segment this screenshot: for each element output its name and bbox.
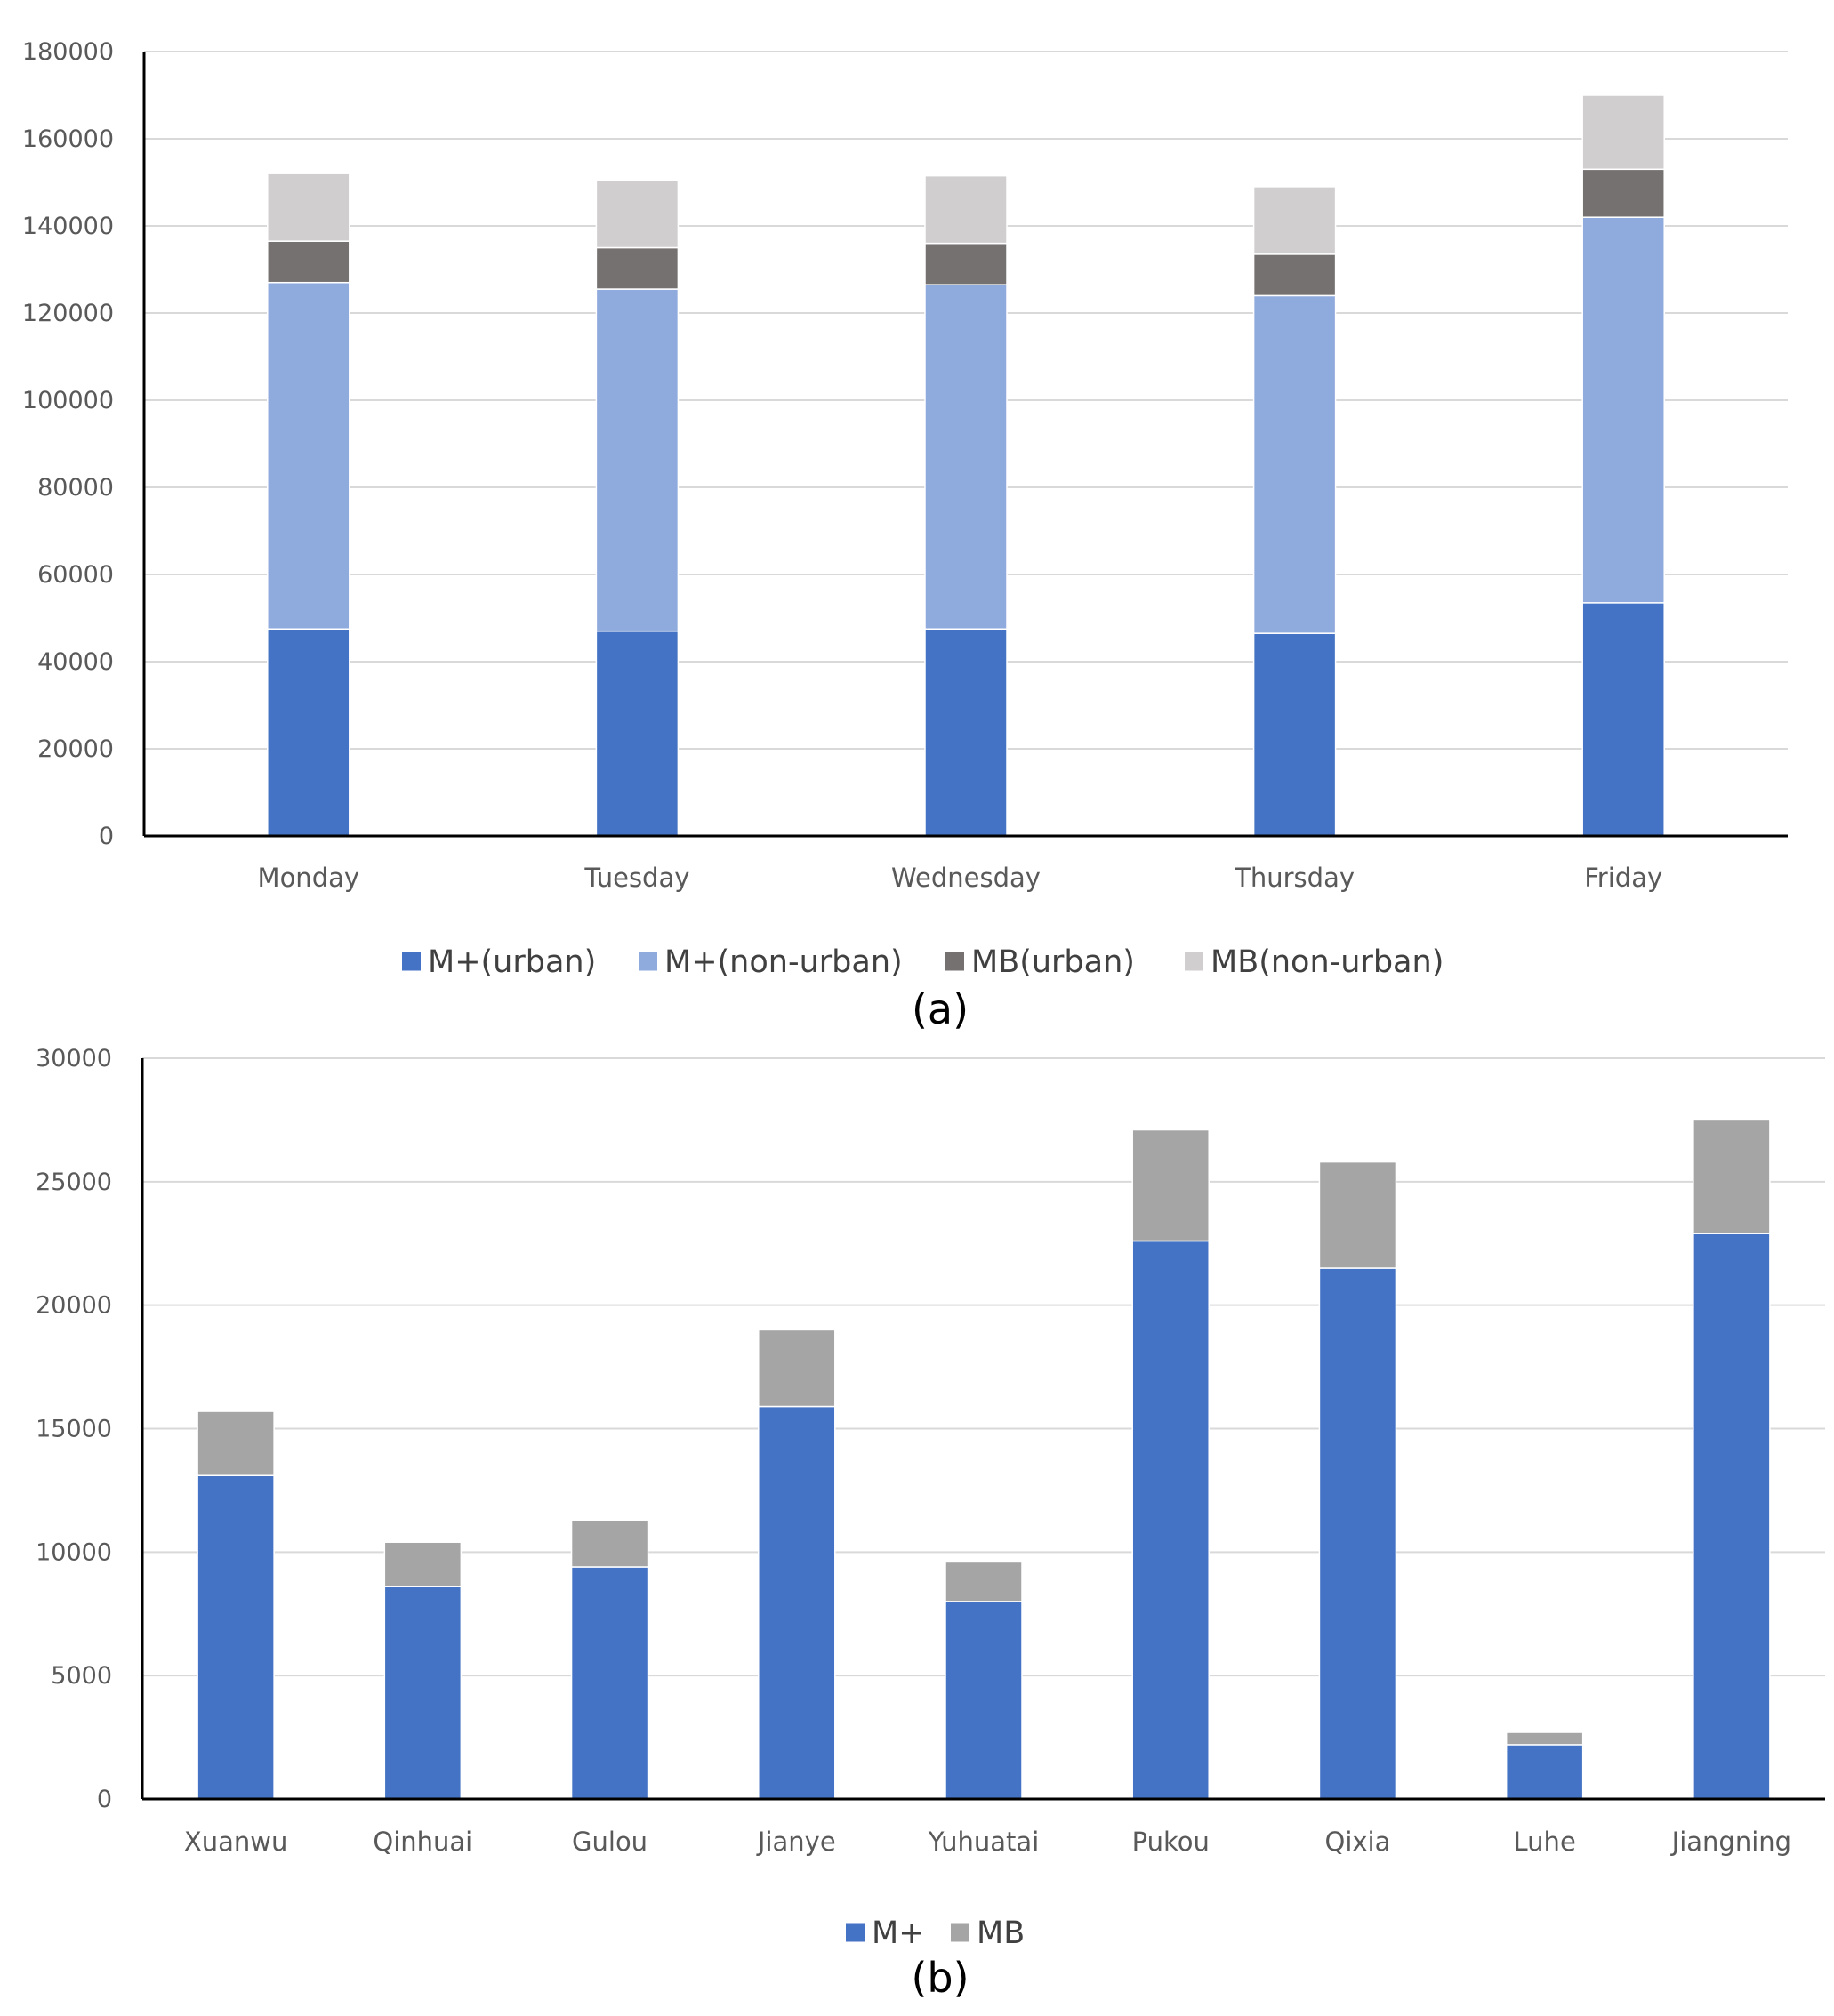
bar-tuesday-mb-non-urban- [595, 179, 680, 249]
bar-xuanwu-mb [197, 1410, 275, 1477]
x-category-qinhuai: Qinhuai [373, 1827, 472, 1857]
legend-label-mb-urban-: MB(urban) [971, 944, 1135, 980]
chart-b-bars [197, 1119, 1771, 1800]
y-tick-20000: 20000 [37, 735, 114, 763]
chart-a-x-categories: Monday Tuesday Wednesday Thursday Friday [258, 863, 1663, 893]
bar-xuanwu-m- [197, 1474, 275, 1800]
bar-gulou-m- [570, 1566, 649, 1800]
legend-label-m-non-urban-: M+(non-urban) [664, 944, 903, 980]
y-tick-40000: 40000 [37, 648, 114, 676]
legend-swatch-m-non-urban- [639, 952, 657, 971]
legend-label-m-: M+ [872, 1916, 925, 1951]
y-tick-140000: 140000 [22, 213, 114, 240]
legend-swatch-m- [846, 1923, 865, 1942]
bar-jiangning-m- [1693, 1233, 1771, 1800]
chart-b-x-categories: Xuanwu Qinhuai Gulou Jianye Yuhuatai Pukou Qix… [184, 1827, 1791, 1857]
y-tick-25000: 25000 [36, 1169, 112, 1196]
bar-jianye-m- [758, 1405, 836, 1800]
x-category-gulou: Gulou [572, 1827, 648, 1857]
y-tick-5000: 5000 [51, 1662, 112, 1690]
bar-friday-mb-non-urban- [1581, 94, 1665, 171]
x-category-luhe: Luhe [1514, 1827, 1576, 1857]
y-tick-80000: 80000 [37, 474, 114, 502]
x-category-thursday: Thursday [1234, 863, 1355, 893]
bar-qinhuai-m- [383, 1586, 463, 1800]
y-tick-15000: 15000 [36, 1416, 112, 1443]
x-category-tuesday: Tuesday [583, 863, 689, 893]
legend-label-mb-non-urban-: MB(non-urban) [1211, 944, 1444, 980]
x-category-jiangning: Jiangning [1670, 1827, 1791, 1857]
y-tick-0: 0 [97, 1786, 112, 1813]
bar-wednesday-mb-non-urban- [924, 174, 1008, 245]
y-tick-0: 0 [99, 823, 114, 850]
chart-a-bars [267, 94, 1665, 837]
bar-gulou-mb [570, 1519, 649, 1568]
chart-a: 0 20000 40000 60000 80000 100000 120000 140000 1… [22, 38, 1788, 1033]
bar-wednesday-m-non-urban- [924, 284, 1008, 630]
bar-jiangning-mb [1693, 1119, 1771, 1234]
x-category-jianye: Jianye [756, 1827, 836, 1857]
bar-tuesday-mb-urban- [595, 246, 680, 290]
y-tick-180000: 180000 [22, 38, 114, 66]
y-tick-20000: 20000 [36, 1292, 112, 1320]
bar-wednesday-m-urban- [924, 628, 1008, 837]
bar-friday-mb-urban- [1581, 168, 1665, 218]
bar-friday-m-urban- [1581, 602, 1665, 837]
x-category-yuhuatai: Yuhuatai [928, 1827, 1040, 1857]
legend-label-m-urban-: M+(urban) [428, 944, 596, 980]
x-category-wednesday: Wednesday [891, 863, 1041, 893]
bar-yuhuatai-m- [945, 1601, 1023, 1800]
y-tick-160000: 160000 [22, 125, 114, 153]
legend-swatch-m-urban- [402, 952, 421, 971]
chart-a-legend: M+(urban) M+(non-urban) MB(urban) MB(non-ur… [402, 944, 1444, 980]
y-tick-30000: 30000 [36, 1045, 112, 1072]
bar-thursday-m-urban- [1252, 632, 1337, 837]
bar-qinhuai-mb [383, 1541, 463, 1587]
bar-tuesday-m-non-urban- [595, 288, 680, 632]
bar-pukou-mb [1131, 1128, 1210, 1242]
chart-a-y-ticks: 0 20000 40000 60000 80000 100000 120000 140000 1… [22, 38, 114, 850]
bar-yuhuatai-mb [945, 1561, 1023, 1602]
legend-swatch-mb [951, 1923, 969, 1942]
bar-monday-mb-urban- [267, 240, 350, 284]
x-category-friday: Friday [1584, 863, 1662, 893]
y-tick-120000: 120000 [22, 300, 114, 327]
bar-thursday-m-non-urban- [1252, 294, 1337, 634]
bar-qixia-mb [1318, 1161, 1397, 1269]
legend-swatch-mb-non-urban- [1185, 952, 1203, 971]
bar-qixia-m- [1318, 1267, 1397, 1800]
chart-b-y-ticks: 0 5000 10000 15000 20000 25000 30000 [36, 1045, 112, 1813]
chart-b-legend: M+ MB [846, 1916, 1025, 1951]
bar-monday-mb-non-urban- [267, 173, 350, 242]
x-category-pukou: Pukou [1132, 1827, 1210, 1857]
bar-thursday-mb-non-urban- [1252, 186, 1337, 255]
chart-b: 0 5000 10000 15000 20000 25000 30000 Xuanwu Qin… [36, 1045, 1825, 2002]
bar-friday-m-non-urban- [1581, 216, 1665, 604]
bar-jianye-mb [758, 1329, 836, 1408]
legend-label-mb: MB [977, 1916, 1025, 1951]
x-category-monday: Monday [258, 863, 360, 893]
y-tick-60000: 60000 [37, 561, 114, 589]
bar-luhe-mb [1505, 1731, 1584, 1746]
legend-swatch-mb-urban- [945, 952, 964, 971]
x-category-qixia: Qixia [1325, 1827, 1391, 1857]
y-tick-10000: 10000 [36, 1538, 112, 1566]
x-category-xuanwu: Xuanwu [184, 1827, 288, 1857]
bar-wednesday-mb-urban- [924, 242, 1008, 285]
bar-monday-m-urban- [267, 628, 350, 837]
bar-luhe-m- [1505, 1744, 1584, 1800]
bar-tuesday-m-urban- [595, 630, 680, 837]
chart-b-panel-label: (b) [911, 1954, 969, 2002]
chart-a-panel-label: (a) [912, 985, 969, 1033]
bar-thursday-mb-urban- [1252, 253, 1337, 297]
bar-pukou-m- [1131, 1240, 1210, 1800]
bar-monday-m-non-urban- [267, 281, 350, 630]
y-tick-100000: 100000 [22, 387, 114, 414]
